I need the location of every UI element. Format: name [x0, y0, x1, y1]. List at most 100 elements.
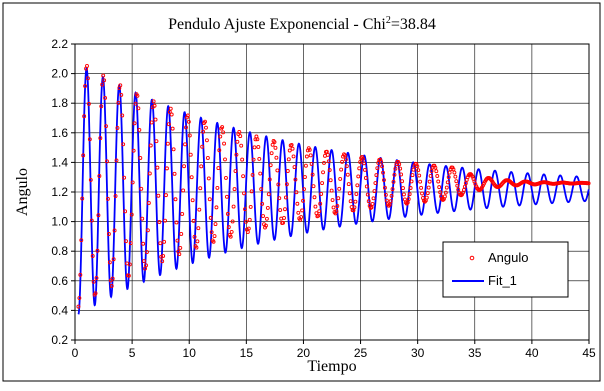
- data-point: [122, 175, 127, 180]
- data-series: [76, 63, 591, 309]
- data-point: [240, 157, 245, 162]
- data-point: [133, 101, 138, 106]
- data-point: [111, 257, 116, 262]
- data-point: [246, 226, 251, 231]
- legend-label-fit: Fit_1: [488, 273, 517, 288]
- data-point: [363, 176, 368, 180]
- data-point: [259, 187, 264, 192]
- data-point: [190, 198, 195, 203]
- data-point: [336, 196, 341, 201]
- data-point: [330, 198, 335, 202]
- data-point: [312, 195, 317, 200]
- data-point: [374, 173, 379, 178]
- data-point: [204, 125, 208, 130]
- data-point: [140, 216, 145, 221]
- data-point: [301, 198, 306, 203]
- data-point: [399, 172, 404, 177]
- data-point: [101, 73, 106, 78]
- legend-box: [442, 241, 569, 298]
- data-point: [256, 145, 261, 149]
- data-point: [435, 174, 440, 178]
- data-point: [164, 193, 168, 198]
- data-point: [135, 93, 140, 98]
- data-point: [98, 136, 103, 141]
- data-point: [158, 241, 163, 246]
- data-point: [155, 165, 160, 170]
- data-point: [231, 204, 236, 209]
- data-point: [121, 142, 126, 147]
- data-point: [245, 230, 250, 234]
- data-point: [128, 241, 133, 246]
- data-point: [295, 201, 300, 206]
- data-point: [358, 160, 363, 164]
- x-tick-label: 35: [468, 346, 482, 360]
- data-point: [255, 137, 260, 142]
- data-point: [151, 99, 156, 104]
- data-point: [211, 239, 216, 244]
- x-axis-title: Tiempo: [307, 358, 356, 375]
- fit-line: [77, 67, 590, 315]
- data-point: [401, 186, 405, 191]
- data-point: [115, 126, 120, 130]
- data-point: [347, 191, 352, 196]
- data-point: [167, 110, 172, 114]
- data-point: [415, 164, 420, 169]
- data-point: [243, 219, 248, 224]
- data-point: [207, 197, 212, 202]
- data-point: [282, 216, 286, 220]
- data-point: [129, 212, 134, 217]
- data-point: [223, 157, 227, 162]
- data-point: [233, 169, 238, 174]
- data-point: [195, 239, 200, 244]
- data-point: [316, 213, 321, 218]
- data-point: [371, 196, 376, 201]
- data-point: [120, 113, 125, 118]
- data-point: [278, 208, 283, 212]
- data-point: [348, 199, 353, 204]
- data-point: [334, 209, 339, 214]
- data-point: [180, 211, 185, 216]
- data-point: [214, 205, 219, 210]
- data-point: [462, 184, 467, 189]
- data-point: [102, 78, 107, 83]
- data-point: [463, 181, 468, 186]
- data-point: [241, 174, 246, 179]
- data-point: [328, 178, 333, 183]
- data-point: [239, 143, 244, 148]
- data-point: [130, 180, 135, 185]
- data-point: [381, 170, 385, 175]
- data-point: [383, 192, 388, 197]
- data-point: [243, 207, 247, 212]
- data-point: [365, 192, 370, 197]
- data-point: [384, 198, 389, 203]
- data-point: [461, 187, 466, 192]
- data-point: [230, 219, 235, 224]
- data-point: [234, 152, 239, 157]
- data-point: [380, 164, 385, 169]
- data-point: [389, 193, 394, 198]
- data-point: [248, 204, 253, 209]
- y-tick-label: 2.2: [51, 37, 68, 51]
- data-point: [105, 196, 110, 201]
- data-point: [438, 190, 443, 195]
- data-point: [303, 175, 307, 179]
- legend-label-angulo: Angulo: [488, 250, 528, 265]
- data-point: [78, 272, 83, 277]
- data-point: [362, 167, 367, 172]
- data-point: [353, 199, 358, 204]
- x-tick-label: 30: [411, 346, 425, 360]
- data-point: [104, 124, 108, 129]
- data-point: [267, 177, 272, 182]
- data-point: [270, 142, 275, 147]
- data-point: [437, 185, 442, 190]
- data-point: [97, 174, 102, 178]
- data-point: [89, 218, 94, 223]
- data-point: [208, 215, 213, 220]
- data-point: [407, 192, 412, 197]
- data-point: [132, 121, 137, 126]
- data-point: [285, 169, 290, 173]
- data-point: [81, 153, 86, 158]
- data-point: [242, 191, 247, 196]
- data-point: [481, 183, 485, 188]
